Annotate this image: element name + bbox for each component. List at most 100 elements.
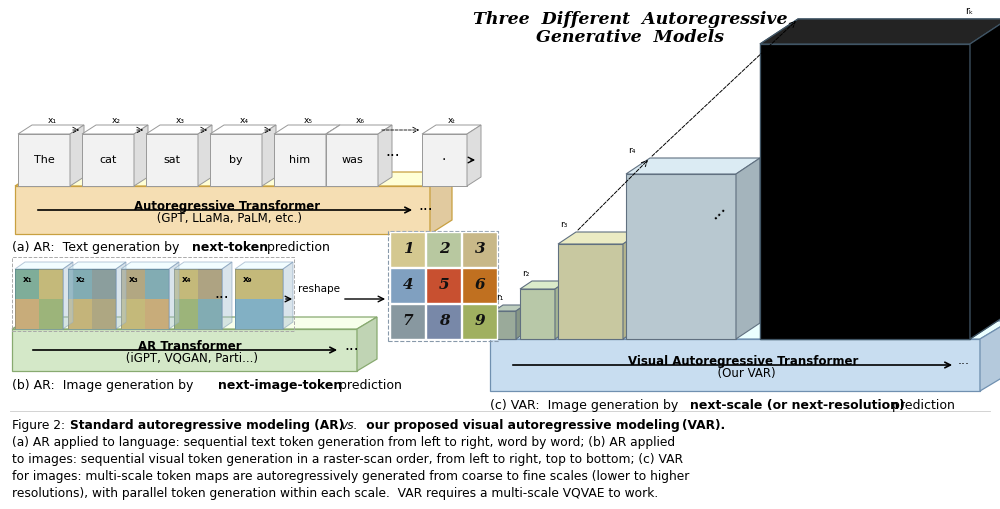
Text: x₁: x₁ xyxy=(23,275,33,284)
Text: Three  Different  Autoregressive: Three Different Autoregressive xyxy=(473,11,787,28)
Text: 9: 9 xyxy=(475,314,485,328)
Text: Autoregressive Transformer: Autoregressive Transformer xyxy=(134,200,321,212)
Bar xyxy=(68,269,92,299)
Polygon shape xyxy=(430,172,452,234)
Text: cat: cat xyxy=(99,155,117,165)
Text: x₁: x₁ xyxy=(48,116,56,125)
Text: x₅: x₅ xyxy=(304,116,312,125)
Polygon shape xyxy=(283,262,293,329)
Text: 6: 6 xyxy=(475,278,485,292)
Text: ···: ··· xyxy=(418,203,433,217)
Bar xyxy=(760,44,970,147)
Text: x₉: x₉ xyxy=(243,275,253,284)
Text: next-token: next-token xyxy=(192,241,268,254)
Polygon shape xyxy=(68,269,116,329)
Polygon shape xyxy=(121,262,179,269)
Text: 1: 1 xyxy=(403,242,413,256)
Text: x₄: x₄ xyxy=(240,116,248,125)
Polygon shape xyxy=(422,134,467,186)
Polygon shape xyxy=(12,329,357,371)
Polygon shape xyxy=(121,269,169,329)
Polygon shape xyxy=(626,158,760,174)
Polygon shape xyxy=(146,125,212,134)
Polygon shape xyxy=(494,311,516,339)
Text: (VAR).: (VAR). xyxy=(682,419,725,432)
Text: Figure 2:: Figure 2: xyxy=(12,419,69,432)
Text: to images: sequential visual token generation in a raster-scan order, from left : to images: sequential visual token gener… xyxy=(12,453,683,466)
Polygon shape xyxy=(357,317,377,371)
Polygon shape xyxy=(82,134,134,186)
Polygon shape xyxy=(378,125,392,186)
Bar xyxy=(39,299,63,329)
Text: AR Transformer: AR Transformer xyxy=(138,340,241,353)
Polygon shape xyxy=(520,281,567,289)
Text: xₜ: xₜ xyxy=(448,116,456,125)
Text: ···: ··· xyxy=(215,292,229,306)
Text: vs.: vs. xyxy=(340,419,358,432)
Polygon shape xyxy=(210,134,262,186)
Bar xyxy=(426,232,461,267)
Bar xyxy=(462,268,497,303)
Bar xyxy=(235,299,283,329)
Text: x₃: x₃ xyxy=(176,116,184,125)
Bar xyxy=(388,231,498,341)
Polygon shape xyxy=(198,125,212,186)
Polygon shape xyxy=(760,19,1000,44)
Polygon shape xyxy=(494,305,525,311)
Text: x₂: x₂ xyxy=(112,116,120,125)
Polygon shape xyxy=(15,186,430,234)
Polygon shape xyxy=(623,232,641,339)
Polygon shape xyxy=(15,269,63,329)
Text: resolutions), with parallel token generation within each scale.  VAR requires a : resolutions), with parallel token genera… xyxy=(12,487,658,500)
Text: reshape: reshape xyxy=(298,284,340,294)
Polygon shape xyxy=(116,262,126,329)
Text: (a) AR:  Text generation by: (a) AR: Text generation by xyxy=(12,241,183,254)
Polygon shape xyxy=(235,269,283,329)
Text: him: him xyxy=(289,155,311,165)
Bar xyxy=(198,269,222,299)
Text: Generative  Models: Generative Models xyxy=(536,29,724,46)
Polygon shape xyxy=(210,125,276,134)
Text: next-image-token: next-image-token xyxy=(218,379,342,392)
Text: r₃: r₃ xyxy=(560,220,567,229)
Polygon shape xyxy=(63,262,73,329)
Polygon shape xyxy=(760,44,970,339)
Text: r₁: r₁ xyxy=(496,293,503,302)
Polygon shape xyxy=(326,125,340,186)
Text: next-scale (or next-resolution): next-scale (or next-resolution) xyxy=(690,399,905,412)
Text: r₂: r₂ xyxy=(522,269,529,278)
Polygon shape xyxy=(422,125,481,134)
Text: x₆: x₆ xyxy=(356,116,364,125)
Text: x₂: x₂ xyxy=(76,275,86,284)
Text: (iGPT, VQGAN, Parti...): (iGPT, VQGAN, Parti...) xyxy=(122,352,258,364)
Polygon shape xyxy=(274,134,326,186)
Polygon shape xyxy=(555,281,567,339)
Polygon shape xyxy=(222,262,232,329)
Ellipse shape xyxy=(818,76,912,159)
Polygon shape xyxy=(970,19,1000,339)
Ellipse shape xyxy=(770,103,918,250)
Text: 4: 4 xyxy=(403,278,413,292)
Polygon shape xyxy=(980,321,1000,391)
Text: our proposed visual autoregressive modeling: our proposed visual autoregressive model… xyxy=(362,419,684,432)
Bar xyxy=(760,191,970,339)
Polygon shape xyxy=(467,125,481,186)
Bar xyxy=(68,299,92,329)
Bar xyxy=(174,299,198,329)
Text: was: was xyxy=(341,155,363,165)
Bar xyxy=(390,304,425,339)
Text: ···: ··· xyxy=(958,358,970,372)
Text: by: by xyxy=(229,155,243,165)
Bar xyxy=(145,299,169,329)
Bar xyxy=(235,269,283,299)
Text: 8: 8 xyxy=(439,314,449,328)
Text: sat: sat xyxy=(164,155,180,165)
Bar xyxy=(15,299,39,329)
Polygon shape xyxy=(174,262,232,269)
Text: (Our VAR): (Our VAR) xyxy=(710,367,776,381)
Text: (c) VAR:  Image generation by: (c) VAR: Image generation by xyxy=(490,399,682,412)
Bar xyxy=(426,304,461,339)
Bar xyxy=(92,299,116,329)
Text: 7: 7 xyxy=(403,314,413,328)
Polygon shape xyxy=(520,289,555,339)
